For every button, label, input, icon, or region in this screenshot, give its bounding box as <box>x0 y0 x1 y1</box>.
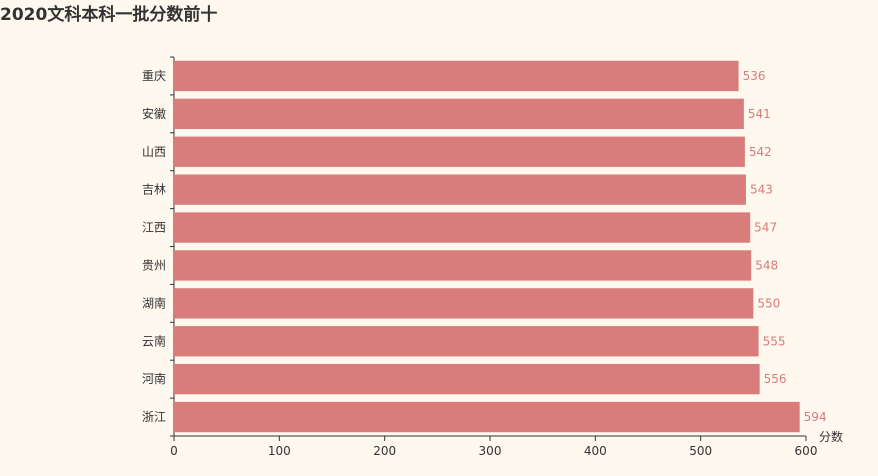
bar-江西 <box>174 212 751 243</box>
data-label-山西: 542 <box>749 145 772 159</box>
y-tick-label-安徽: 安徽 <box>142 106 166 121</box>
y-tick-label-河南: 河南 <box>142 371 166 386</box>
bar-云南 <box>174 326 759 357</box>
data-label-江西: 547 <box>754 221 777 235</box>
x-tick-label-300: 300 <box>479 444 502 458</box>
y-tick-label-重庆: 重庆 <box>142 69 166 83</box>
bar-安徽 <box>174 98 744 130</box>
data-label-河南: 556 <box>764 372 787 386</box>
bar-重庆 <box>174 60 739 92</box>
x-axis-title: 分数 <box>819 429 843 444</box>
bar-浙江 <box>174 401 800 433</box>
data-label-云南: 555 <box>763 334 786 348</box>
y-tick-label-湖南: 湖南 <box>142 295 166 310</box>
chart-title: 2020文科本科一批分数前十 <box>0 5 218 25</box>
data-label-贵州: 548 <box>755 258 778 272</box>
bar-吉林 <box>174 174 746 205</box>
bar-河南 <box>174 363 760 395</box>
bars-layer: 536 541 542 543 547 548 550 555 556 594 <box>174 60 827 433</box>
x-tick-label-200: 200 <box>373 444 396 458</box>
x-tick-label-600: 600 <box>795 444 818 458</box>
x-tick-label-100: 100 <box>268 444 291 458</box>
y-tick-label-吉林: 吉林 <box>142 183 166 197</box>
data-label-浙江: 594 <box>804 410 827 424</box>
y-tick-label-浙江: 浙江 <box>142 410 166 424</box>
x-tick-label-0: 0 <box>170 444 178 458</box>
data-label-安徽: 541 <box>748 107 771 121</box>
bar-湖南 <box>174 288 754 319</box>
data-label-重庆: 536 <box>743 69 766 83</box>
y-tick-label-江西: 江西 <box>142 221 166 235</box>
y-tick-label-云南: 云南 <box>142 333 166 348</box>
y-tick-label-贵州: 贵州 <box>142 258 166 272</box>
y-tick-label-山西: 山西 <box>142 145 166 159</box>
data-label-吉林: 543 <box>750 183 773 197</box>
data-label-湖南: 550 <box>757 296 780 310</box>
x-tick-label-400: 400 <box>584 444 607 458</box>
bar-贵州 <box>174 250 752 281</box>
x-tick-label-500: 500 <box>689 444 712 458</box>
bar-山西 <box>174 136 745 167</box>
